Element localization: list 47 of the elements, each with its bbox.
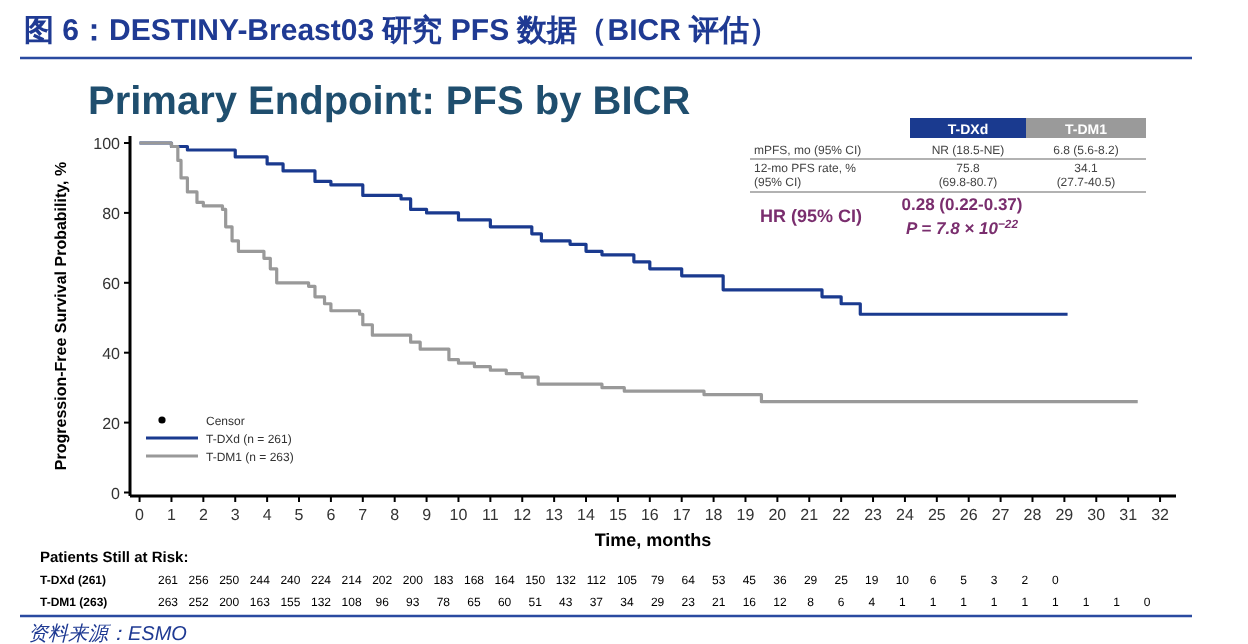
x-tick-label: 16	[640, 506, 660, 524]
x-axis-title: Time, months	[594, 530, 712, 550]
x-tick-label: 5	[294, 506, 305, 524]
x-tick-label: 8	[390, 506, 401, 524]
x-tick-label: 4	[262, 506, 273, 524]
x-tick-label: 12	[513, 506, 533, 524]
chart-title: 图 6：DESTINY-Breast03 研究 PFS 数据（BICR 评估）	[24, 12, 780, 48]
x-tick-label: 31	[1119, 506, 1139, 524]
x-tick-label: 25	[927, 506, 947, 524]
x-tick-label: 2	[198, 506, 209, 524]
x-tick-label: 29	[1055, 506, 1075, 524]
y-tick-label: 80	[102, 204, 122, 223]
y-axis-title: Progression-Free Survival Probability, %	[52, 161, 70, 471]
y-tick-label: 20	[102, 414, 122, 433]
y-tick-label: 60	[102, 274, 122, 293]
x-tick-label: 32	[1151, 506, 1171, 524]
x-tick-label: 24	[896, 506, 915, 524]
y-tick-label: 100	[93, 134, 122, 153]
y-tick-label: 40	[102, 344, 122, 363]
y-tick-label: 0	[111, 484, 122, 503]
x-tick-label: 30	[1087, 506, 1107, 524]
annotation: P = 7.8 × 10$^{−22}$	[905, 218, 1020, 238]
x-tick-label: 23	[864, 506, 884, 524]
x-tick-label: 3	[230, 506, 241, 524]
x-tick-label: 15	[609, 506, 628, 524]
text: 资料来源：ESMO	[28, 622, 188, 644]
x-tick-label: 9	[422, 506, 433, 524]
x-tick-label: 10	[449, 506, 469, 524]
x-tick-label: 7	[358, 506, 369, 524]
x-tick-label: 13	[545, 506, 565, 524]
x-tick-label: 6	[326, 506, 337, 524]
x-tick-label: 19	[736, 506, 756, 524]
x-tick-label: 11	[482, 506, 500, 524]
x-tick-label: 1	[167, 506, 177, 524]
x-tick-label: 0	[135, 506, 146, 524]
x-tick-label: 28	[1023, 506, 1043, 524]
x-tick-label: 27	[991, 506, 1011, 524]
chart-subtitle: Primary Endpoint: PFS by BICR	[88, 80, 692, 124]
x-tick-label: 22	[832, 506, 852, 524]
x-tick-label: 14	[577, 506, 597, 524]
x-tick-label: 17	[672, 506, 692, 524]
x-tick-label: 20	[768, 506, 788, 524]
x-tick-label: 18	[704, 506, 724, 524]
annotation: 0.28 (0.22-0.37)	[901, 194, 1023, 214]
annotation: HR (95% CI)	[760, 206, 863, 226]
x-tick-label: 26	[959, 506, 979, 524]
x-tick-label: 21	[800, 506, 820, 524]
